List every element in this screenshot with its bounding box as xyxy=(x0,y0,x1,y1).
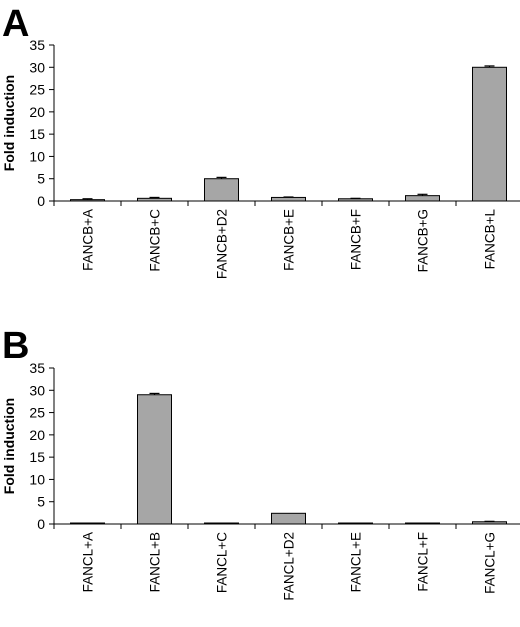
panel-b-bar xyxy=(472,521,507,525)
panel-b-y-tick-label: 0 xyxy=(37,516,45,532)
panel-a-y-tick-label: 15 xyxy=(29,126,45,142)
panel-b-bar xyxy=(271,512,306,525)
panel-b-bar xyxy=(70,522,105,525)
panel-b-category-label: FANCL+F xyxy=(416,532,431,592)
panel-a-letter: A xyxy=(2,3,29,45)
panel-b-bar xyxy=(338,522,373,525)
panel-a-bar xyxy=(70,199,105,202)
panel-a-bar xyxy=(204,178,239,202)
panel-a-category-label: FANCB+C xyxy=(148,209,163,272)
panel-b-y-tick-label: 30 xyxy=(29,382,45,398)
panel-b-chart: B Fold induction 0 5 10 15 20 25 30 35 FANCL+A FA… xyxy=(1,325,520,601)
panel-b-category-label: FANCL+B xyxy=(148,532,163,592)
panel-a-bar xyxy=(137,197,172,202)
panel-a-category-label: FANCB+E xyxy=(282,209,297,271)
panel-a-category-label: FANCB+D2 xyxy=(215,209,230,279)
panel-a-y-tick-label: 30 xyxy=(29,59,45,75)
panel-a-y-tick-label: 25 xyxy=(29,82,45,98)
panel-a-category-label: FANCB+L xyxy=(483,209,498,270)
panel-b-bar xyxy=(204,522,239,525)
panel-b-bar xyxy=(137,394,172,525)
panel-a-y-tick-label: 5 xyxy=(37,171,45,187)
panel-b-y-tick-label: 15 xyxy=(29,449,45,465)
panel-a-bar xyxy=(338,198,373,202)
panel-b-y-tick-label: 35 xyxy=(29,360,45,376)
panel-a-category-label: FANCB+G xyxy=(416,209,431,272)
panel-b-y-tick-label: 5 xyxy=(37,494,45,510)
panel-b-y-tick-label: 20 xyxy=(29,427,45,443)
panel-a-bar xyxy=(405,195,440,202)
panel-b-y-axis-label: Fold induction xyxy=(1,398,17,494)
panel-a-chart: A Fold induction 0 5 10 15 20 25 30 35 FANCB+A FA… xyxy=(1,3,520,279)
panel-b-category-label: FANCL+G xyxy=(483,532,498,594)
panel-a-bar xyxy=(271,196,306,202)
panel-a-y-tick-label: 10 xyxy=(29,148,45,164)
panel-b-bar xyxy=(405,522,440,525)
panel-a-bar xyxy=(472,66,507,202)
panel-b-category-label: FANCL+A xyxy=(81,532,96,592)
panel-a-category-label: FANCB+F xyxy=(349,209,364,270)
panel-b-y-tick-label: 10 xyxy=(29,471,45,487)
panel-b-letter: B xyxy=(2,325,29,367)
panel-a-y-tick-label: 20 xyxy=(29,104,45,120)
panel-b-category-label: FANCL+C xyxy=(215,532,230,593)
panel-a-category-label: FANCB+A xyxy=(81,209,96,271)
panel-a-y-axis-label: Fold induction xyxy=(1,75,17,171)
panel-b-category-label: FANCL+E xyxy=(349,532,364,592)
panel-a-y-tick-label: 0 xyxy=(37,193,45,209)
panel-b-category-label: FANCL+D2 xyxy=(282,532,297,601)
panel-a-y-tick-label: 35 xyxy=(29,37,45,53)
panel-b-y-tick-label: 25 xyxy=(29,405,45,421)
